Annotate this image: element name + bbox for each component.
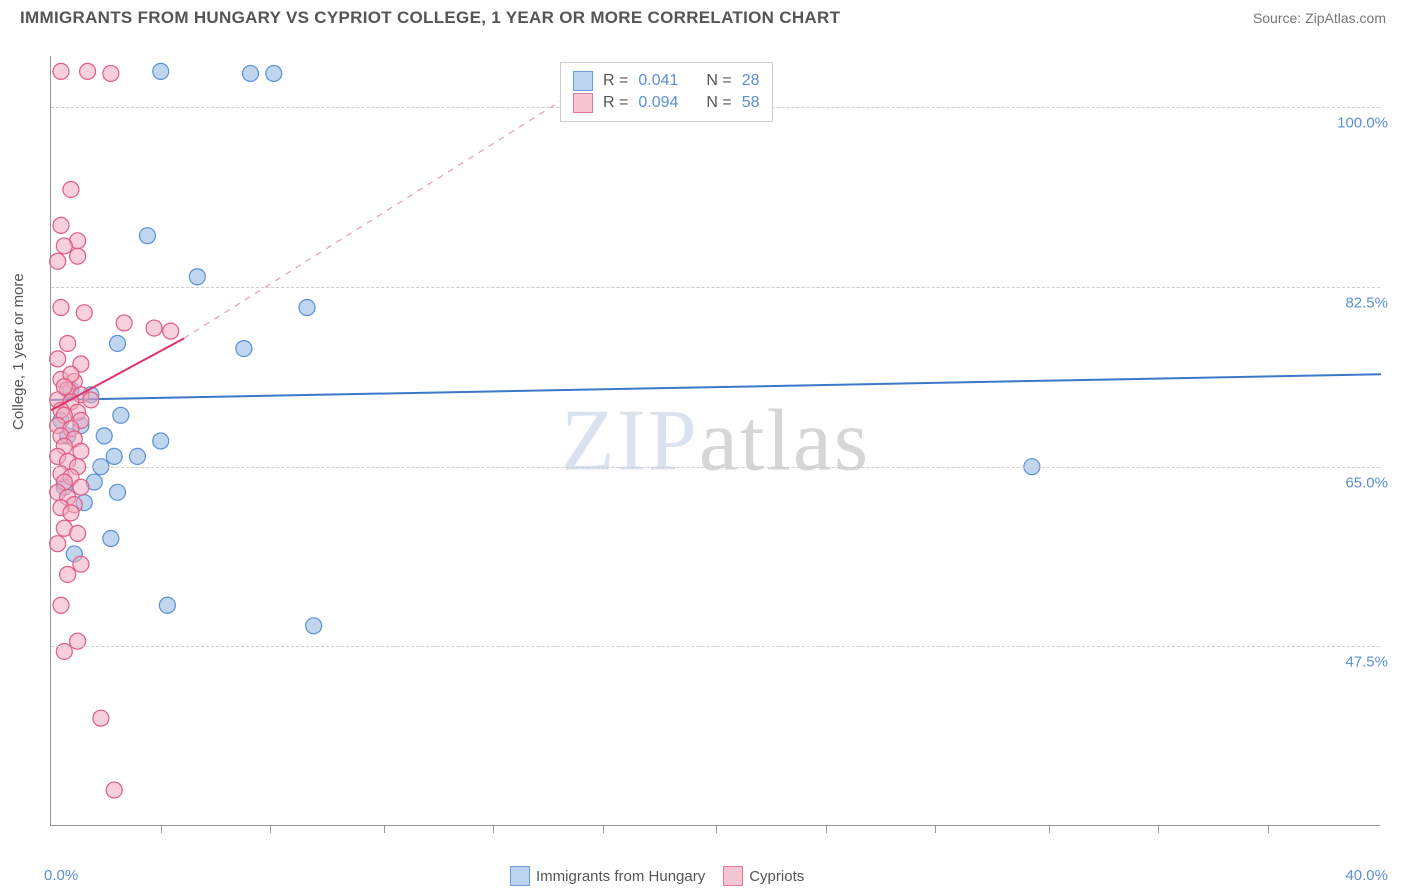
data-point	[73, 556, 89, 572]
x-tick	[1268, 825, 1269, 833]
data-point	[96, 428, 112, 444]
x-tick	[493, 825, 494, 833]
data-point	[236, 341, 252, 357]
data-point	[50, 253, 66, 269]
data-point	[73, 479, 89, 495]
legend-row: R = 0.094 N = 58	[573, 93, 760, 113]
data-point	[53, 63, 69, 79]
data-point	[76, 305, 92, 321]
header: IMMIGRANTS FROM HUNGARY VS CYPRIOT COLLE…	[0, 0, 1406, 32]
data-point	[56, 379, 72, 395]
data-point	[266, 65, 282, 81]
n-value: 58	[742, 94, 760, 112]
source-link[interactable]: ZipAtlas.com	[1305, 10, 1386, 26]
data-point	[116, 315, 132, 331]
r-label: R =	[603, 72, 628, 90]
data-point	[146, 320, 162, 336]
data-point	[70, 248, 86, 264]
n-value: 28	[742, 72, 760, 90]
x-tick	[1158, 825, 1159, 833]
x-tick	[161, 825, 162, 833]
r-value: 0.094	[638, 94, 678, 112]
x-tick	[270, 825, 271, 833]
data-point	[73, 443, 89, 459]
x-tick	[716, 825, 717, 833]
gridline	[51, 467, 1380, 468]
data-point	[53, 597, 69, 613]
data-point	[53, 217, 69, 233]
source-label: Source:	[1253, 10, 1301, 26]
data-point	[63, 505, 79, 521]
data-point	[106, 782, 122, 798]
data-point	[189, 269, 205, 285]
data-point	[60, 566, 76, 582]
x-min-label: 0.0%	[44, 867, 78, 884]
x-tick	[826, 825, 827, 833]
legend-label: Cypriots	[749, 868, 804, 885]
legend-item: Cypriots	[723, 866, 804, 886]
trend-line-extension	[184, 77, 600, 339]
data-point	[103, 65, 119, 81]
data-point	[50, 536, 66, 552]
data-point	[56, 238, 72, 254]
scatter-plot-svg	[51, 56, 1380, 825]
data-point	[60, 335, 76, 351]
data-point	[106, 448, 122, 464]
legend-item: Immigrants from Hungary	[510, 866, 705, 886]
n-label: N =	[706, 72, 731, 90]
data-point	[299, 300, 315, 316]
data-point	[129, 448, 145, 464]
data-point	[139, 228, 155, 244]
y-tick-label: 47.5%	[1345, 654, 1388, 671]
data-point	[50, 351, 66, 367]
data-point	[159, 597, 175, 613]
y-tick-label: 65.0%	[1345, 474, 1388, 491]
legend-swatch	[723, 866, 743, 886]
r-label: R =	[603, 94, 628, 112]
data-point	[113, 407, 129, 423]
data-point	[306, 618, 322, 634]
x-tick	[935, 825, 936, 833]
correlation-legend: R = 0.041 N = 28 R = 0.094 N = 58	[560, 62, 773, 122]
data-point	[93, 710, 109, 726]
legend-label: Immigrants from Hungary	[536, 868, 705, 885]
data-point	[243, 65, 259, 81]
data-point	[110, 484, 126, 500]
x-max-label: 40.0%	[1345, 867, 1388, 884]
y-tick-label: 82.5%	[1345, 295, 1388, 312]
x-tick	[384, 825, 385, 833]
trend-line	[51, 374, 1381, 400]
n-label: N =	[706, 94, 731, 112]
data-point	[163, 323, 179, 339]
y-axis-label: College, 1 year or more	[10, 273, 27, 430]
data-point	[80, 63, 96, 79]
legend-swatch	[573, 93, 593, 113]
chart-title: IMMIGRANTS FROM HUNGARY VS CYPRIOT COLLE…	[20, 8, 840, 28]
legend-swatch	[510, 866, 530, 886]
data-point	[83, 392, 99, 408]
legend-swatch	[573, 71, 593, 91]
y-tick-label: 100.0%	[1337, 115, 1388, 132]
data-point	[153, 63, 169, 79]
data-point	[63, 181, 79, 197]
chart-plot-area: ZIPatlas	[50, 56, 1380, 826]
x-tick	[1049, 825, 1050, 833]
data-point	[53, 300, 69, 316]
x-tick	[603, 825, 604, 833]
source-attribution: Source: ZipAtlas.com	[1253, 10, 1386, 26]
data-point	[103, 531, 119, 547]
gridline	[51, 287, 1380, 288]
data-point	[153, 433, 169, 449]
legend-row: R = 0.041 N = 28	[573, 71, 760, 91]
gridline	[51, 646, 1380, 647]
data-point	[70, 525, 86, 541]
data-point	[110, 335, 126, 351]
series-legend: Immigrants from Hungary Cypriots	[510, 866, 804, 886]
r-value: 0.041	[638, 72, 678, 90]
